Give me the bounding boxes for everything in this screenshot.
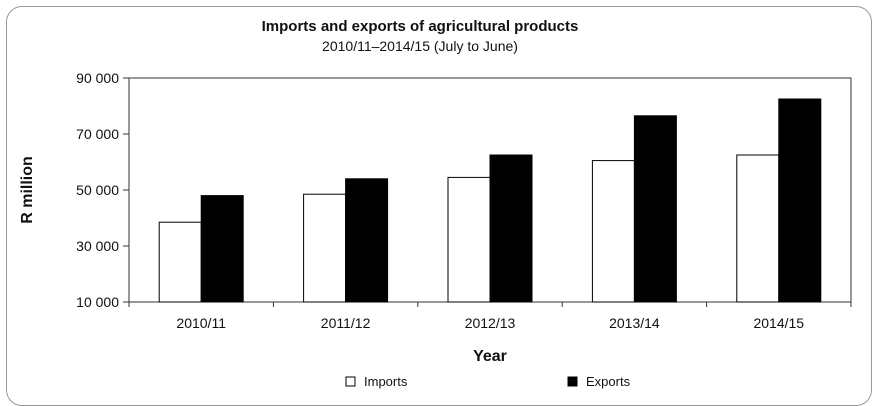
y-axis-label: R million — [19, 156, 36, 224]
bar-exports-2011-12 — [345, 178, 389, 303]
x-tick-label: 2014/15 — [753, 315, 804, 331]
chart-subtitle: 2010/11–2014/15 (July to June) — [322, 38, 518, 54]
y-tick-label: 70 000 — [76, 126, 119, 142]
y-tick-label: 10 000 — [76, 294, 119, 310]
legend-swatch-imports — [345, 376, 356, 387]
bar-chart: 10 000 30 000 50 000 70 000 90 000 R million 2… — [19, 70, 852, 389]
y-tick-label: 90 000 — [76, 70, 119, 86]
legend-label-imports: Imports — [364, 374, 408, 389]
bar-imports-2013-14 — [591, 160, 635, 303]
bar-imports-2011-12 — [303, 193, 347, 303]
y-tick-label: 30 000 — [76, 238, 119, 254]
legend-label-exports: Exports — [586, 374, 631, 389]
bar-imports-2014-15 — [736, 154, 780, 303]
x-tick-label: 2010/11 — [176, 315, 226, 331]
y-tick-label: 50 000 — [76, 182, 119, 198]
bar-exports-2013-14 — [633, 115, 677, 303]
bar-imports-2012-13 — [447, 176, 491, 303]
bar-exports-2014-15 — [778, 98, 822, 303]
bar-imports-2010-11 — [158, 221, 202, 303]
x-tick-label: 2013/14 — [609, 315, 660, 331]
x-tick-label: 2011/12 — [321, 315, 371, 331]
bar-exports-2010-11 — [200, 195, 244, 303]
legend-swatch-exports — [567, 376, 578, 387]
chart-title: Imports and exports of agricultural prod… — [261, 18, 579, 35]
x-tick-label: 2012/13 — [465, 315, 516, 331]
bar-exports-2012-13 — [489, 154, 533, 303]
x-axis-label: Year — [473, 348, 507, 365]
